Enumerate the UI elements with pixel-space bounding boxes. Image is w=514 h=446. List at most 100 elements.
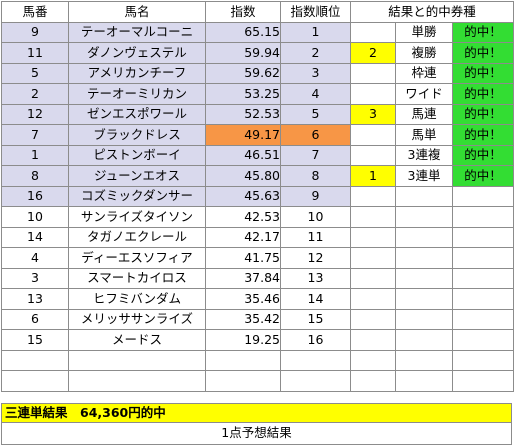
cell-index[interactable]: 42.53 [205,206,281,228]
cell-hit-status[interactable]: 的中！ [451,21,514,43]
cell-bet-type[interactable]: 馬連 [395,103,453,125]
cell-horse-no[interactable] [1,370,69,392]
header-index-rank[interactable]: 指数順位 [280,1,351,23]
cell-finish-position[interactable] [350,349,396,371]
cell-bet-type[interactable]: 3連複 [395,144,453,166]
cell-hit-status[interactable] [451,329,514,351]
cell-index[interactable]: 52.53 [205,103,281,125]
cell-finish-position[interactable] [350,247,396,269]
cell-index-rank[interactable] [280,370,351,392]
cell-finish-position[interactable] [350,308,396,330]
cell-bet-type[interactable] [395,329,453,351]
cell-index[interactable]: 59.94 [205,42,281,64]
cell-index-rank[interactable]: 5 [280,103,351,125]
cell-horse-no[interactable]: 14 [1,226,69,248]
cell-hit-status[interactable] [451,288,514,310]
cell-horse-no[interactable]: 10 [1,206,69,228]
cell-index-rank[interactable]: 15 [280,308,351,330]
cell-horse-no[interactable]: 16 [1,185,69,207]
cell-hit-status[interactable]: 的中！ [451,42,514,64]
cell-bet-type[interactable]: 枠連 [395,62,453,84]
cell-index[interactable]: 46.51 [205,144,281,166]
cell-hit-status[interactable]: 的中！ [451,124,514,146]
cell-index-rank[interactable]: 14 [280,288,351,310]
cell-bet-type[interactable] [395,206,453,228]
cell-hit-status[interactable]: 的中！ [451,62,514,84]
cell-bet-type[interactable] [395,226,453,248]
cell-horse-no[interactable] [1,349,69,371]
cell-hit-status[interactable] [451,267,514,289]
cell-index[interactable] [205,349,281,371]
cell-horse-name[interactable]: ディーエスソフィア [68,247,206,269]
cell-index-rank[interactable]: 12 [280,247,351,269]
cell-horse-no[interactable]: 15 [1,329,69,351]
cell-finish-position[interactable]: 1 [350,165,396,187]
cell-index-rank[interactable] [280,349,351,371]
cell-bet-type[interactable]: 3連単 [395,165,453,187]
cell-horse-name[interactable]: コズミックダンサー [68,185,206,207]
cell-horse-name[interactable]: ジューンエオス [68,165,206,187]
cell-index[interactable]: 42.17 [205,226,281,248]
cell-finish-position[interactable] [350,83,396,105]
cell-horse-name[interactable]: ゼンエスポワール [68,103,206,125]
cell-horse-no[interactable]: 3 [1,267,69,289]
cell-index-rank[interactable]: 7 [280,144,351,166]
cell-bet-type[interactable] [395,185,453,207]
cell-hit-status[interactable] [451,308,514,330]
header-horse-no[interactable]: 馬番 [1,1,69,23]
cell-index-rank[interactable]: 11 [280,226,351,248]
cell-index[interactable] [205,370,281,392]
cell-horse-name[interactable] [68,370,206,392]
cell-index-rank[interactable]: 1 [280,21,351,43]
cell-bet-type[interactable] [395,370,453,392]
cell-index-rank[interactable]: 8 [280,165,351,187]
cell-horse-name[interactable]: テーオーマルコーニ [68,21,206,43]
cell-finish-position[interactable] [350,226,396,248]
cell-index[interactable]: 53.25 [205,83,281,105]
cell-finish-position[interactable] [350,21,396,43]
cell-hit-status[interactable] [451,206,514,228]
cell-horse-no[interactable]: 2 [1,83,69,105]
header-index[interactable]: 指数 [205,1,281,23]
cell-index[interactable]: 35.42 [205,308,281,330]
cell-finish-position[interactable]: 2 [350,42,396,64]
cell-bet-type[interactable] [395,267,453,289]
trifecta-result-banner[interactable]: 三連単結果 64,360円的中 [1,403,512,423]
cell-horse-name[interactable]: メードス [68,329,206,351]
cell-hit-status[interactable] [451,370,514,392]
cell-hit-status[interactable]: 的中！ [451,83,514,105]
cell-horse-no[interactable]: 7 [1,124,69,146]
cell-bet-type[interactable]: 馬単 [395,124,453,146]
cell-bet-type[interactable] [395,308,453,330]
cell-hit-status[interactable]: 的中！ [451,165,514,187]
cell-finish-position[interactable] [350,267,396,289]
cell-finish-position[interactable] [350,144,396,166]
cell-index[interactable]: 59.62 [205,62,281,84]
cell-finish-position[interactable] [350,185,396,207]
cell-hit-status[interactable] [451,185,514,207]
cell-bet-type[interactable]: 単勝 [395,21,453,43]
cell-horse-name[interactable] [68,349,206,371]
cell-bet-type[interactable] [395,288,453,310]
cell-horse-no[interactable]: 1 [1,144,69,166]
cell-horse-no[interactable]: 11 [1,42,69,64]
cell-horse-name[interactable]: ブラックドレス [68,124,206,146]
cell-bet-type[interactable]: 複勝 [395,42,453,64]
cell-finish-position[interactable]: 3 [350,103,396,125]
cell-hit-status[interactable]: 的中！ [451,103,514,125]
cell-index-rank[interactable]: 2 [280,42,351,64]
cell-horse-no[interactable]: 5 [1,62,69,84]
cell-index[interactable]: 41.75 [205,247,281,269]
cell-horse-name[interactable]: タガノエクレール [68,226,206,248]
cell-index[interactable]: 65.15 [205,21,281,43]
cell-horse-name[interactable]: アメリカンチーフ [68,62,206,84]
cell-index[interactable]: 49.17 [205,124,281,146]
header-horse-name[interactable]: 馬名 [68,1,206,23]
cell-bet-type[interactable] [395,349,453,371]
footer-caption[interactable]: 1点予想結果 [1,423,512,445]
cell-finish-position[interactable] [350,206,396,228]
cell-index[interactable]: 35.46 [205,288,281,310]
cell-hit-status[interactable] [451,247,514,269]
cell-index[interactable]: 37.84 [205,267,281,289]
cell-index-rank[interactable]: 16 [280,329,351,351]
